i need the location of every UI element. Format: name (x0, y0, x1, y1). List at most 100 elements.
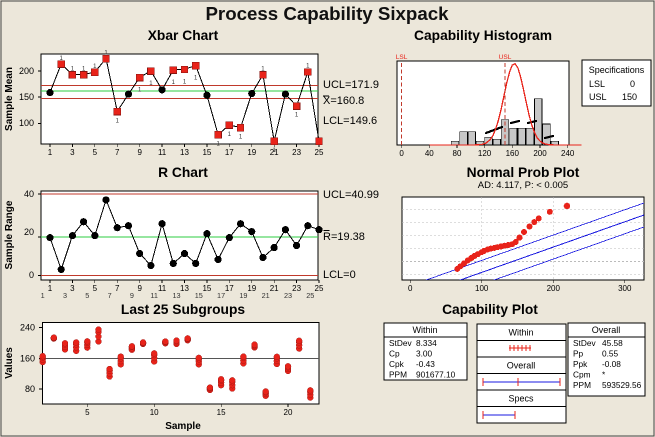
svg-text:0: 0 (399, 149, 404, 158)
svg-text:5: 5 (93, 284, 98, 293)
svg-text:Specifications: Specifications (589, 65, 645, 75)
svg-text:R Chart: R Chart (158, 165, 208, 180)
svg-text:15: 15 (195, 291, 203, 300)
svg-text:45.58: 45.58 (602, 338, 623, 348)
svg-text:3: 3 (70, 148, 75, 157)
svg-text:USL: USL (499, 54, 512, 61)
svg-text:Pp: Pp (573, 349, 584, 359)
svg-text:PPM: PPM (573, 380, 591, 390)
svg-text:Process Capability Sixpack: Process Capability Sixpack (205, 3, 449, 24)
svg-text:23: 23 (284, 291, 292, 300)
svg-text:20: 20 (284, 408, 293, 417)
svg-text:3: 3 (70, 284, 75, 293)
svg-text:Capability Histogram: Capability Histogram (414, 28, 552, 43)
svg-text:5: 5 (85, 291, 89, 300)
svg-text:13: 13 (172, 291, 180, 300)
svg-text:Within: Within (508, 328, 533, 338)
svg-text:17: 17 (225, 284, 234, 293)
svg-text:240: 240 (20, 323, 35, 333)
svg-text:19: 19 (247, 148, 256, 157)
svg-text:1: 1 (48, 148, 53, 157)
svg-text:13: 13 (180, 284, 189, 293)
svg-text:11: 11 (158, 284, 167, 293)
svg-text:Sample: Sample (165, 421, 201, 432)
svg-text:Cpm: Cpm (573, 370, 591, 380)
svg-text:Capability Plot: Capability Plot (442, 302, 538, 317)
svg-text:Normal Prob Plot: Normal Prob Plot (467, 165, 580, 180)
svg-text:21: 21 (270, 284, 279, 293)
svg-text:13: 13 (180, 148, 189, 157)
svg-text:17: 17 (225, 148, 234, 157)
svg-text:11: 11 (158, 148, 167, 157)
svg-text:80: 80 (453, 149, 462, 158)
svg-text:40: 40 (425, 149, 434, 158)
svg-text:0: 0 (29, 270, 34, 280)
svg-text:Xbar Chart: Xbar Chart (148, 28, 219, 43)
svg-text:StDev: StDev (573, 338, 596, 348)
svg-text:PPM: PPM (389, 370, 407, 380)
svg-text:Overall: Overall (592, 325, 621, 335)
svg-text:11: 11 (150, 291, 158, 300)
svg-text:150: 150 (622, 92, 637, 102)
svg-text:7: 7 (108, 291, 112, 300)
svg-text:593529.56: 593529.56 (602, 380, 642, 390)
svg-text:LSL: LSL (589, 79, 605, 89)
svg-text:240: 240 (561, 149, 575, 158)
svg-text:10: 10 (150, 408, 159, 417)
svg-text:Overall: Overall (507, 361, 536, 371)
svg-text:25: 25 (315, 148, 324, 157)
svg-text:1: 1 (41, 291, 45, 300)
svg-text:20: 20 (24, 227, 34, 237)
svg-text:Within: Within (412, 325, 437, 335)
svg-text:AD: 4.117, P: < 0.005: AD: 4.117, P: < 0.005 (478, 180, 568, 191)
svg-text:80: 80 (25, 384, 35, 394)
svg-text:R=19.38: R=19.38 (323, 231, 365, 243)
svg-text:Ppk: Ppk (573, 359, 588, 369)
svg-text:-0.43: -0.43 (416, 359, 435, 369)
svg-text:7: 7 (115, 284, 120, 293)
svg-text:0: 0 (630, 79, 635, 89)
svg-text:25: 25 (315, 284, 324, 293)
svg-text:0: 0 (408, 284, 413, 293)
svg-text:LCL=0: LCL=0 (323, 269, 356, 281)
svg-text:Values: Values (4, 347, 15, 379)
svg-text:Cp: Cp (389, 349, 400, 359)
svg-text:40: 40 (24, 189, 34, 199)
svg-text:15: 15 (202, 148, 211, 157)
svg-text:Sample Range: Sample Range (4, 200, 15, 269)
svg-text:LSL: LSL (396, 54, 408, 61)
svg-text:9: 9 (130, 291, 134, 300)
svg-text:160: 160 (20, 353, 35, 363)
svg-text:901677.10: 901677.10 (416, 370, 456, 380)
svg-text:23: 23 (292, 148, 301, 157)
svg-text:17: 17 (217, 291, 225, 300)
svg-text:200: 200 (533, 149, 547, 158)
svg-text:Sample Mean: Sample Mean (4, 67, 15, 131)
svg-text:7: 7 (115, 148, 120, 157)
svg-text:15: 15 (217, 408, 226, 417)
svg-text:LCL=149.6: LCL=149.6 (323, 115, 377, 127)
svg-text:100: 100 (19, 118, 34, 128)
svg-text:15: 15 (202, 284, 211, 293)
svg-text:X=160.8: X=160.8 (323, 95, 364, 107)
svg-text:19: 19 (247, 284, 256, 293)
svg-text:25: 25 (306, 291, 314, 300)
svg-text:100: 100 (475, 284, 489, 293)
svg-text:5: 5 (93, 148, 98, 157)
svg-text:1: 1 (48, 284, 53, 293)
svg-text:-0.08: -0.08 (602, 359, 621, 369)
svg-text:160: 160 (506, 149, 520, 158)
svg-text:200: 200 (19, 66, 34, 76)
svg-text:150: 150 (19, 92, 34, 102)
svg-text:23: 23 (292, 284, 301, 293)
svg-text:USL: USL (589, 92, 607, 102)
svg-text:9: 9 (137, 148, 142, 157)
svg-text:200: 200 (547, 284, 561, 293)
svg-text:120: 120 (478, 149, 492, 158)
svg-text:21: 21 (262, 291, 270, 300)
svg-text:19: 19 (239, 291, 247, 300)
svg-text:0.55: 0.55 (602, 349, 619, 359)
svg-text:3.00: 3.00 (416, 349, 433, 359)
svg-text:Last 25 Subgroups: Last 25 Subgroups (121, 302, 246, 317)
svg-text:Specs: Specs (508, 394, 534, 404)
